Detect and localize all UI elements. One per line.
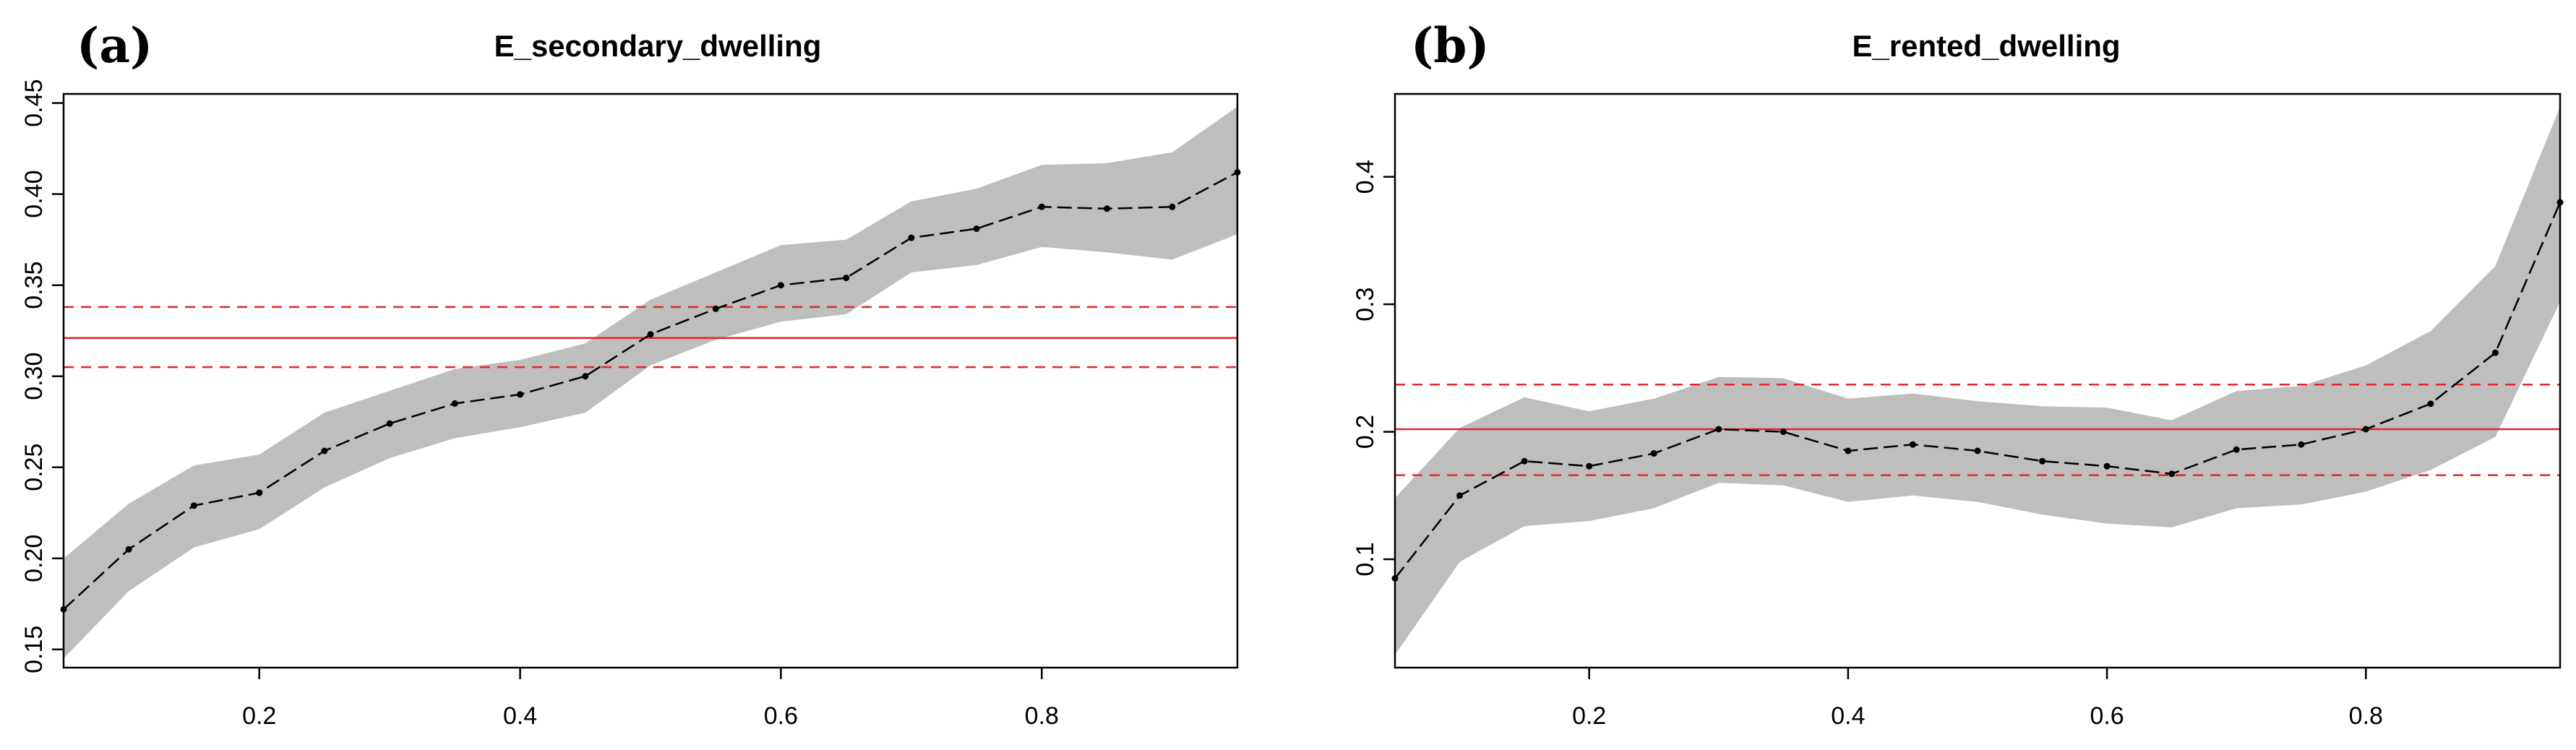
data-point-a — [1038, 203, 1045, 210]
data-point-b — [1845, 447, 1852, 454]
y-tick-label-a: 0.40 — [20, 171, 48, 218]
data-point-a — [777, 282, 784, 289]
y-tick-label-a: 0.25 — [20, 444, 48, 491]
data-point-a — [908, 234, 915, 241]
panel-letter-b: (b) — [1411, 17, 1490, 74]
data-point-a — [582, 373, 589, 380]
data-point-a — [321, 447, 328, 454]
panel-a: (a) E_secondary_dwelling 0.2 0.4 0.6 0.8 0.1… — [20, 17, 1241, 730]
data-point-b — [2233, 446, 2240, 453]
confidence-band-a — [64, 106, 1237, 659]
data-point-b — [2298, 441, 2305, 448]
data-point-a — [973, 225, 980, 232]
data-point-b — [1456, 492, 1464, 499]
data-point-b — [1715, 426, 1722, 433]
data-point-a — [190, 502, 197, 509]
plot-frame-a — [62, 92, 1239, 669]
data-point-b — [1779, 428, 1787, 436]
x-tick-label-b: 0.8 — [2349, 702, 2383, 730]
y-tick-label-a: 0.30 — [20, 353, 48, 400]
y-tick-label-b: 0.4 — [1352, 160, 1379, 194]
chart-title-b: E_rented_dwelling — [1852, 29, 2120, 63]
x-tick-label-b: 0.6 — [2090, 702, 2124, 730]
plot-frame-b — [1394, 92, 2562, 669]
data-point-b — [2039, 457, 2046, 465]
data-point-b — [2491, 349, 2499, 356]
data-point-b — [2427, 400, 2434, 408]
data-point-b — [1650, 450, 1657, 457]
data-point-b — [1909, 441, 1916, 448]
data-point-a — [1104, 205, 1111, 212]
x-tick-label-a: 0.6 — [764, 702, 798, 730]
y-tick-label-b: 0.2 — [1352, 415, 1379, 449]
x-tick-label-a: 0.2 — [242, 702, 276, 730]
data-point-b — [2103, 462, 2111, 470]
data-point-b — [2168, 470, 2176, 478]
data-point-b — [1586, 462, 1593, 470]
panel-b: (b) E_rented_dwelling 0.2 0.4 0.6 0.8 0.1 0.2… — [1352, 17, 2564, 730]
y-tick-label-b: 0.1 — [1352, 542, 1379, 576]
data-point-a — [1169, 203, 1176, 210]
y-tick-label-b: 0.3 — [1352, 287, 1379, 321]
y-tick-label-a: 0.20 — [20, 535, 48, 582]
data-point-b — [1521, 457, 1528, 465]
data-point-a — [125, 546, 132, 553]
y-tick-label-a: 0.15 — [20, 626, 48, 673]
x-tick-label-b: 0.2 — [1572, 702, 1606, 730]
y-tick-label-a: 0.45 — [20, 79, 48, 127]
data-point-a — [647, 331, 654, 338]
data-point-b — [1974, 447, 1981, 454]
panel-letter-a: (a) — [77, 17, 153, 74]
chart-title-a: E_secondary_dwelling — [494, 29, 822, 63]
x-tick-label-a: 0.8 — [1025, 702, 1059, 730]
data-point-a — [451, 400, 458, 407]
x-tick-label-b: 0.4 — [1831, 702, 1865, 730]
data-point-a — [256, 489, 263, 496]
data-point-a — [843, 275, 850, 282]
data-point-a — [386, 420, 393, 427]
confidence-band-b — [1395, 106, 2560, 655]
y-tick-label-a: 0.35 — [20, 262, 48, 309]
data-point-a — [712, 305, 719, 312]
x-tick-label-a: 0.4 — [503, 702, 537, 730]
data-point-b — [2362, 426, 2369, 433]
data-point-a — [517, 391, 524, 398]
